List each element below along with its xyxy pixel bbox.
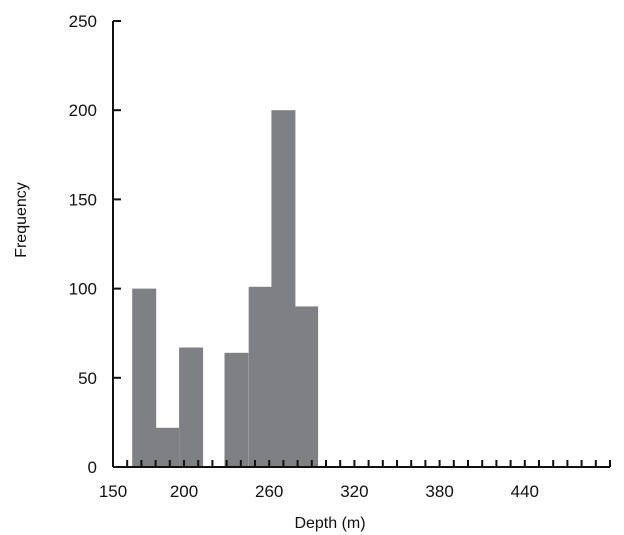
x-tick-label-2: 260 — [255, 482, 283, 501]
x-tick-label-5: 440 — [511, 482, 539, 501]
bar-5 — [271, 110, 296, 467]
x-tick-label-4: 380 — [425, 482, 453, 501]
y-tick-label-1: 50 — [78, 369, 97, 388]
y-tick-label-3: 150 — [69, 190, 97, 209]
y-axis-title: Frequency — [13, 182, 30, 258]
bar-2 — [179, 347, 204, 467]
x-axis-title: Depth (m) — [294, 515, 365, 532]
x-tick-label-0: 150 — [99, 482, 127, 501]
x-tick-label-1: 200 — [170, 482, 198, 501]
bar-6 — [294, 306, 319, 467]
y-tick-label-0: 0 — [88, 458, 97, 477]
x-ticks-group: 150 200 260 320 380 440 — [99, 460, 611, 501]
y-tick-label-5: 250 — [69, 12, 97, 31]
bar-0 — [132, 288, 157, 467]
bar-4 — [248, 286, 273, 467]
x-tick-label-3: 320 — [340, 482, 368, 501]
y-tick-label-2: 100 — [69, 280, 97, 299]
y-tick-label-4: 200 — [69, 101, 97, 120]
bars-group — [132, 110, 319, 467]
bar-3 — [224, 352, 249, 467]
y-ticks-group: 0 50 100 150 200 250 — [69, 12, 121, 477]
bar-1 — [155, 427, 179, 467]
